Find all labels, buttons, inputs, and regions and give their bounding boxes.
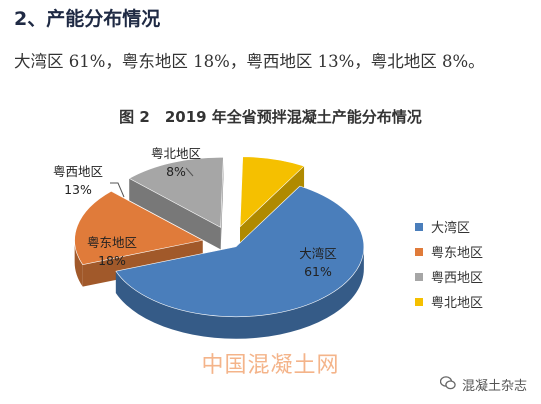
pie-slice-0: [115, 185, 365, 339]
legend-item: 粤西地区: [415, 264, 483, 289]
legend-swatch: [415, 297, 423, 306]
wechat-icon: [439, 375, 456, 394]
pie-slice-top: [115, 185, 365, 318]
legend-item: 粤东地区: [415, 239, 483, 264]
leader-line: [110, 182, 125, 198]
pie-slice-top: [74, 190, 204, 265]
legend-item: 大湾区: [415, 214, 483, 239]
pie-label-category: 粤东地区: [87, 235, 137, 250]
legend-swatch: [415, 272, 423, 281]
pie-label-value: 8%: [166, 164, 186, 179]
watermark-text: 中国混凝土网: [201, 353, 340, 378]
chart-title: 图 2 2019 年全省预拌混凝土产能分布情况: [119, 108, 422, 126]
pie-slice-wall: [82, 240, 203, 287]
legend-swatch: [415, 222, 423, 231]
legend-item: 粤北地区: [415, 289, 483, 314]
legend-swatch: [415, 247, 423, 256]
pie-label-value: 61%: [304, 264, 332, 279]
pie-label-category: 粤北地区: [151, 146, 201, 161]
pie-slice-rim: [115, 246, 364, 339]
legend-label: 粤北地区: [431, 296, 484, 311]
legend-label: 大湾区: [431, 221, 471, 236]
pie-label-category: 粤西地区: [53, 164, 103, 179]
pie-label-value: 18%: [98, 253, 126, 268]
source-account: 混凝土杂志: [439, 375, 527, 394]
legend-label: 粤东地区: [431, 246, 484, 261]
pie-slice-rim: [74, 240, 83, 287]
summary-text: 大湾区 61%，粤东地区 18%，粤西地区 13%，粤北地区 8%。: [14, 52, 485, 71]
leader-line: [185, 167, 194, 177]
pie-slice-2: [128, 157, 224, 250]
source-account-name: 混凝土杂志: [461, 379, 527, 394]
pie-slice-top: [128, 157, 224, 228]
pie-slice-top: [239, 156, 305, 228]
pie-label-value: 13%: [64, 182, 92, 197]
pie-label-category: 大湾区: [299, 246, 337, 261]
section-heading: 2、产能分布情况: [14, 8, 161, 30]
pie-slice-1: [74, 190, 204, 287]
pie-slice-wall: [129, 178, 221, 250]
chart-legend: 大湾区 粤东地区 粤西地区 粤北地区: [415, 214, 483, 314]
legend-label: 粤西地区: [431, 271, 484, 286]
